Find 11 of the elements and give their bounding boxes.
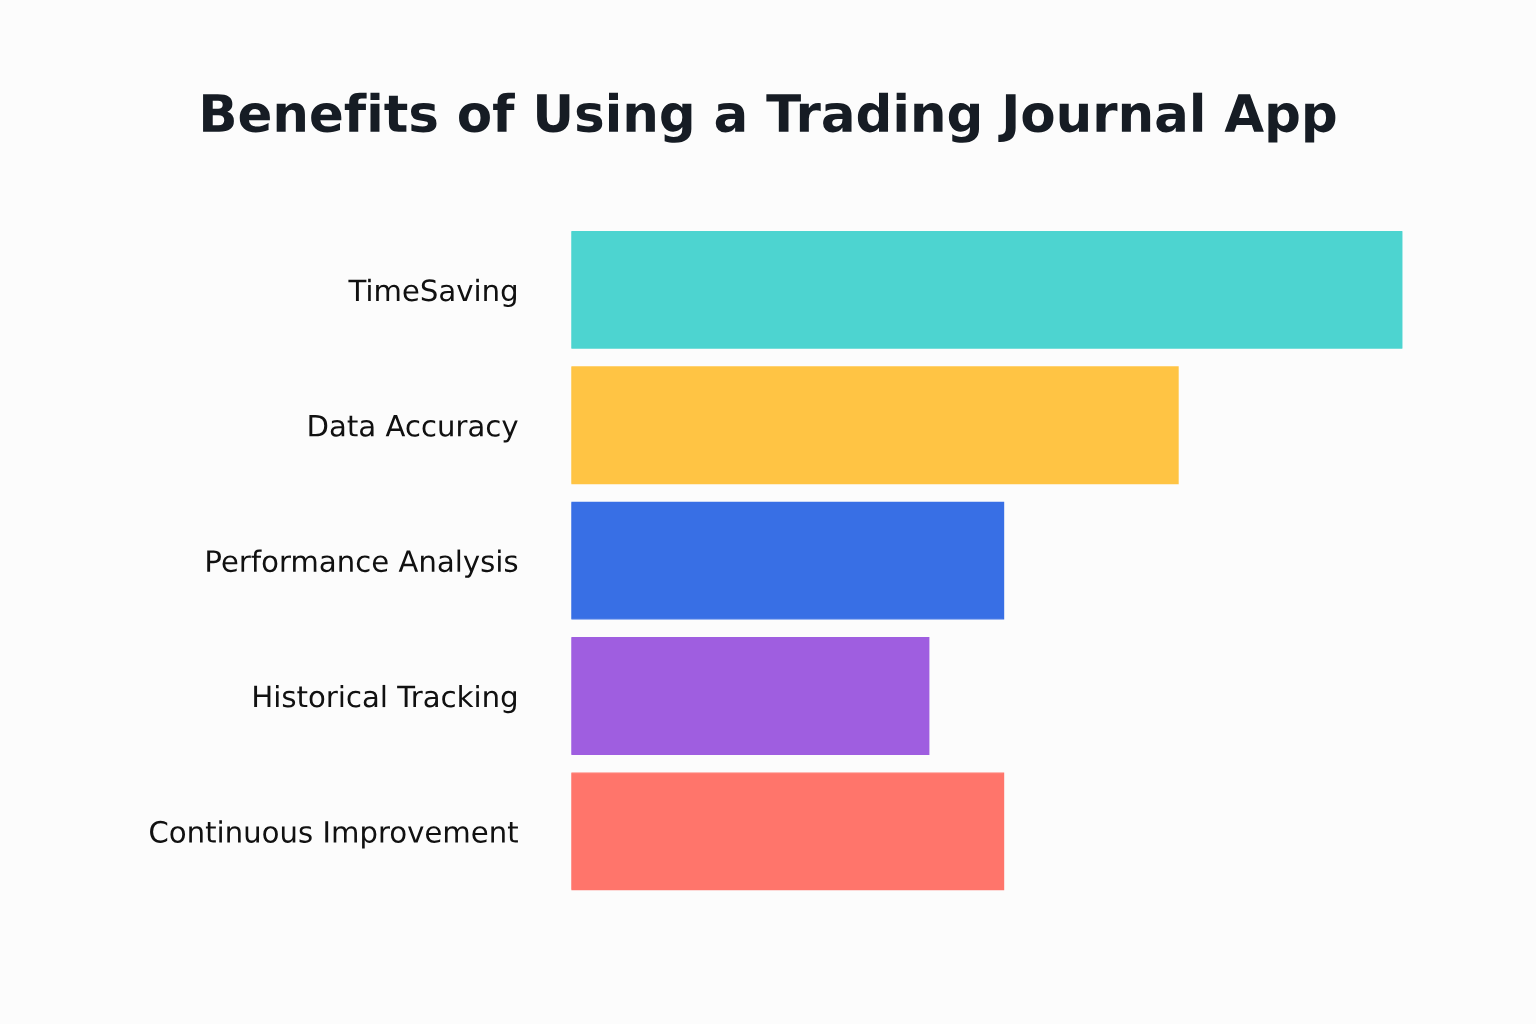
y-tick-label: Historical Tracking [254, 684, 516, 714]
y-tick-label: TimeSaving [348, 278, 516, 308]
chart-title: Benefits of Using a Trading Journal App [203, 92, 1336, 143]
bar [571, 772, 1005, 891]
bar [571, 637, 930, 755]
y-tick-label: Performance Analysis [207, 549, 518, 578]
y-tick-label: Data Accuracy [309, 415, 518, 443]
bar [571, 230, 1403, 349]
bar [571, 366, 1179, 485]
y-tick-label: Continuous Improvement [150, 820, 518, 849]
bar [571, 501, 1005, 620]
